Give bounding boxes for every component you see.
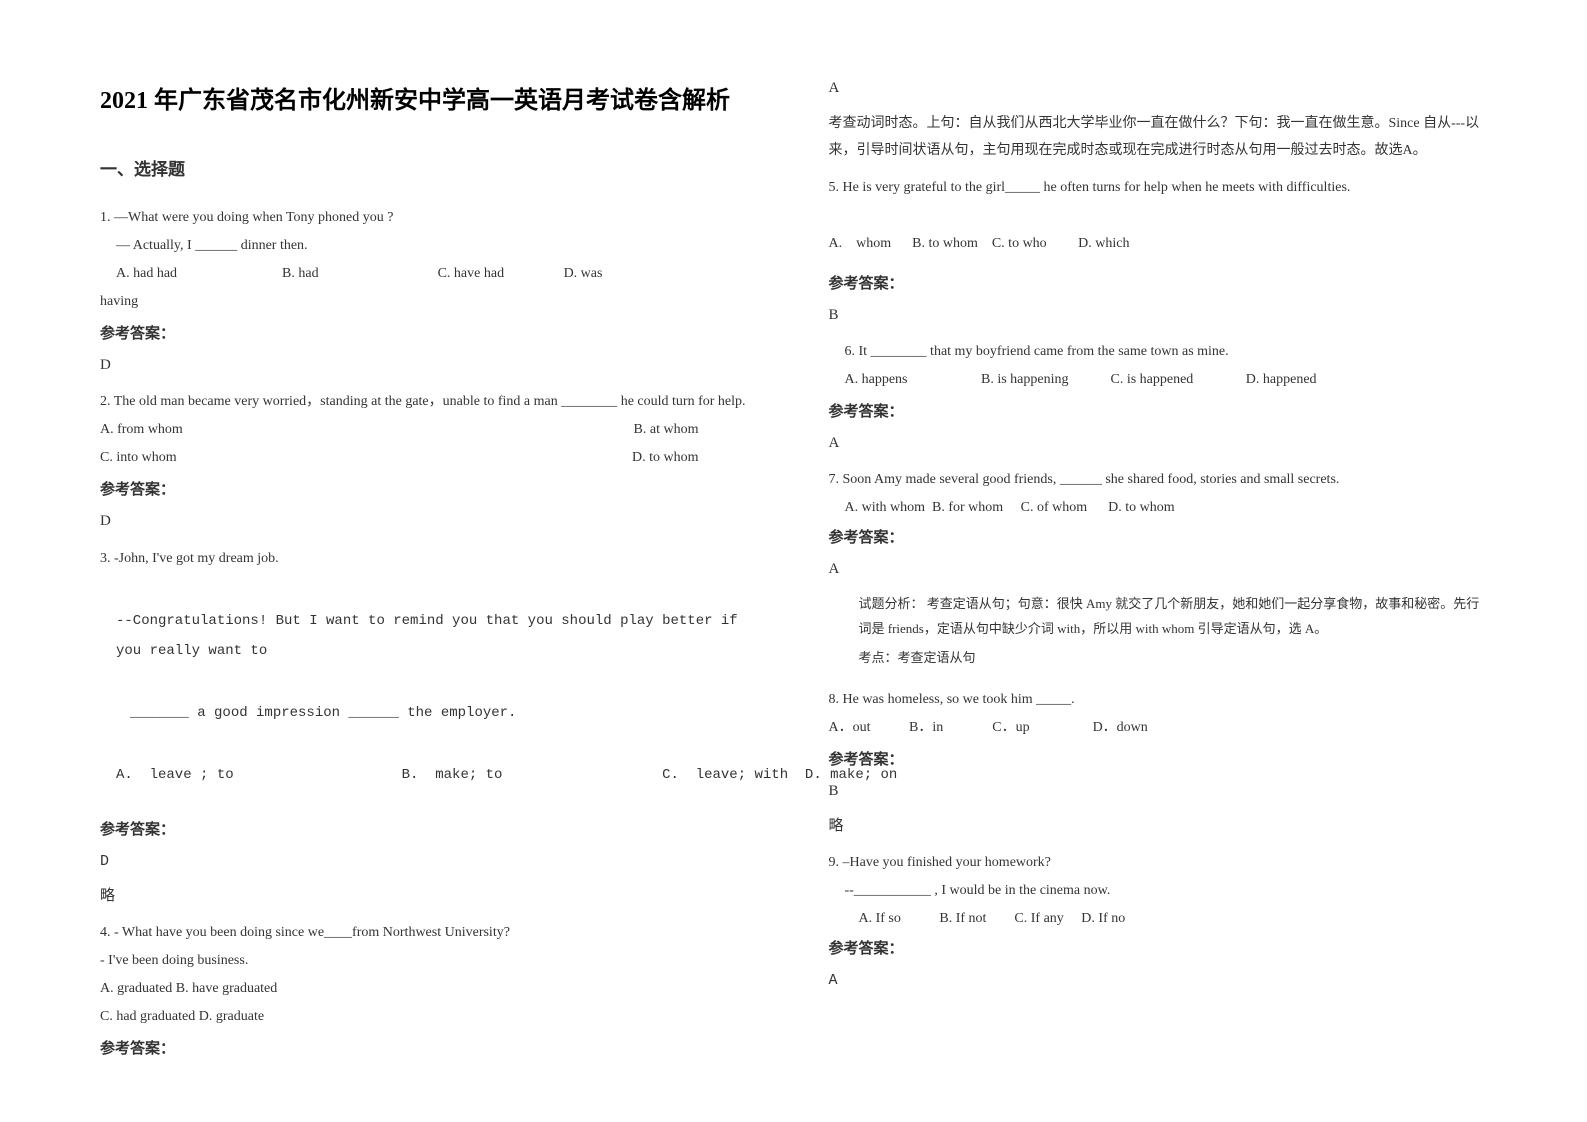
q8-answer: B <box>829 783 1488 800</box>
q3-answer: D <box>100 853 759 870</box>
question-3: 3. -John, I've got my dream job. --Congr… <box>100 544 759 790</box>
q2-line1: 2. The old man became very worried，stand… <box>100 388 759 416</box>
section-heading: 一、选择题 <box>100 155 759 180</box>
answer-label: 参考答案： <box>100 478 759 499</box>
left-column: 2021 年广东省茂名市化州新安中学高一英语月考试卷含解析 一、选择题 1. —… <box>100 80 799 1072</box>
q2-opts-row2: C. into whom D. to whom <box>100 444 759 472</box>
q2-answer: D <box>100 513 759 530</box>
q7-line1: 7. Soon Amy made several good friends, _… <box>829 466 1488 494</box>
q4-line1: 4. - What have you been doing since we__… <box>100 919 759 947</box>
q1-answer: D <box>100 357 759 374</box>
answer-label: 参考答案： <box>829 748 1488 769</box>
q3-line2: --Congratulations! But I want to remind … <box>100 606 759 668</box>
q6-options: A. happens B. is happening C. is happene… <box>845 366 1488 394</box>
q4-answer: A <box>829 80 1488 97</box>
answer-label: 参考答案： <box>829 272 1488 293</box>
q1-options: A. had had B. had C. have had D. was <box>100 260 759 288</box>
question-6: 6. It ________ that my boyfriend came fr… <box>829 338 1488 394</box>
q7-answer: A <box>829 561 1488 578</box>
q3-options: A. leave ; to B. make; to C. leave; with… <box>100 760 759 791</box>
answer-label: 参考答案： <box>100 818 759 839</box>
q2-optA: A. from whom <box>100 416 399 444</box>
question-4: 4. - What have you been doing since we__… <box>100 919 759 1031</box>
question-8: 8. He was homeless, so we took him _____… <box>829 686 1488 742</box>
q6-answer: A <box>829 435 1488 452</box>
q2-optC: C. into whom <box>100 444 399 472</box>
question-2: 2. The old man became very worried，stand… <box>100 388 759 472</box>
exam-page: 2021 年广东省茂名市化州新安中学高一英语月考试卷含解析 一、选择题 1. —… <box>0 0 1587 1112</box>
question-9: 9. –Have you finished your homework? --_… <box>829 849 1488 933</box>
q9-line1: 9. –Have you finished your homework? <box>829 849 1488 877</box>
question-7: 7. Soon Amy made several good friends, _… <box>829 466 1488 522</box>
q3-line1: 3. -John, I've got my dream job. <box>100 544 759 575</box>
q2-optD: D. to whom <box>399 444 758 472</box>
q7-options: A. with whom B. for whom C. of whom D. t… <box>829 494 1488 522</box>
q1-line2: — Actually, I ______ dinner then. <box>100 232 759 260</box>
answer-label: 参考答案： <box>100 1037 759 1058</box>
answer-label: 参考答案： <box>100 322 759 343</box>
q1-line1: 1. —What were you doing when Tony phoned… <box>100 204 759 232</box>
answer-label: 参考答案： <box>829 400 1488 421</box>
answer-label: 参考答案： <box>829 526 1488 547</box>
q7-exp2: 考点：考查定语从句 <box>829 646 1488 671</box>
q2-opts-row1: A. from whom B. at whom <box>100 416 759 444</box>
q6-line1: 6. It ________ that my boyfriend came fr… <box>845 338 1488 366</box>
q4-explanation: 考查动词时态。上句：自从我们从西北大学毕业你一直在做什么？下句：我一直在做生意。… <box>829 111 1488 164</box>
q7-exp1: 试题分析： 考查定语从句；句意：很快 Amy 就交了几个新朋友，她和她们一起分享… <box>829 592 1488 641</box>
q2-optB: B. at whom <box>399 416 758 444</box>
right-column: A 考查动词时态。上句：自从我们从西北大学毕业你一直在做什么？下句：我一直在做生… <box>799 80 1498 1072</box>
q8-options: A．out B．in C．up D．down <box>829 714 1488 742</box>
q4-line2: - I've been doing business. <box>100 947 759 975</box>
question-5: 5. He is very grateful to the girl_____ … <box>829 174 1488 258</box>
q5-answer: B <box>829 307 1488 324</box>
q8-line1: 8. He was homeless, so we took him _____… <box>829 686 1488 714</box>
q9-options: A. If so B. If not C. If any D. If no <box>829 905 1488 933</box>
q1-having: having <box>100 288 759 316</box>
question-1: 1. —What were you doing when Tony phoned… <box>100 204 759 316</box>
q5-line1: 5. He is very grateful to the girl_____ … <box>829 174 1488 202</box>
q4-line4: C. had graduated D. graduate <box>100 1003 759 1031</box>
page-title: 2021 年广东省茂名市化州新安中学高一英语月考试卷含解析 <box>100 80 759 115</box>
answer-label: 参考答案： <box>829 937 1488 958</box>
q8-lue: 略 <box>829 814 1488 835</box>
q5-options: A. whom B. to whom C. to who D. which <box>829 230 1488 258</box>
q3-line3: _______ a good impression ______ the emp… <box>100 698 759 729</box>
q3-lue: 略 <box>100 884 759 905</box>
q9-answer: A <box>829 972 1488 989</box>
q9-line2: --___________ , I would be in the cinema… <box>829 877 1488 905</box>
q4-line3: A. graduated B. have graduated <box>100 975 759 1003</box>
